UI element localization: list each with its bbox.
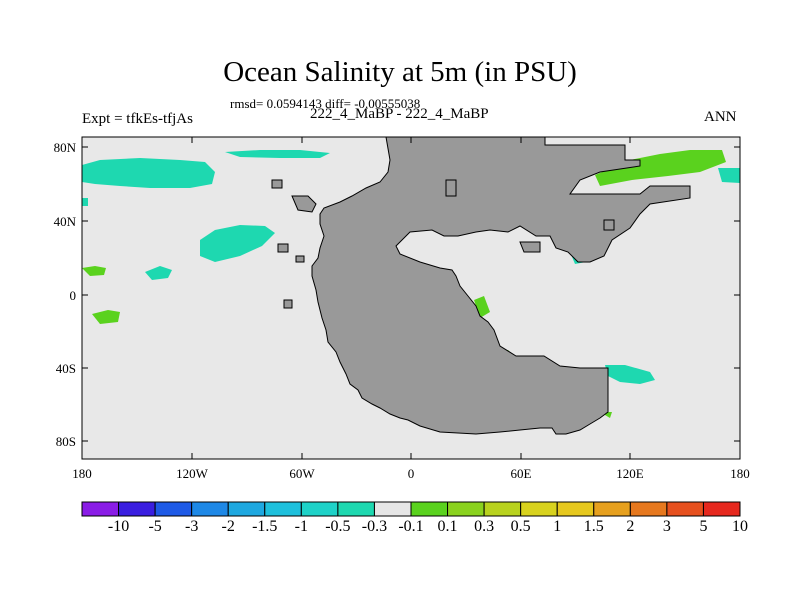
lat-label-0: 0 bbox=[69, 288, 77, 303]
colorbar-label: 0.5 bbox=[510, 518, 531, 535]
colorbar bbox=[81, 501, 741, 517]
lat-label-40s: 40S bbox=[55, 361, 76, 376]
season-label: ANN bbox=[704, 109, 737, 125]
colorbar-label: -0.3 bbox=[361, 518, 388, 535]
patch-west-pacific-islet bbox=[82, 198, 88, 206]
patch-mid-pacific bbox=[200, 225, 275, 262]
colorbar-label: 10 bbox=[732, 518, 748, 535]
experiment-label: Expt = tfkEs-tfjAs bbox=[82, 111, 193, 127]
colorbar-label: -2 bbox=[221, 518, 235, 535]
colorbar-label: 1.5 bbox=[583, 518, 604, 535]
colorbar-box bbox=[483, 501, 522, 517]
colorbar-label: -10 bbox=[107, 518, 130, 535]
lon-label-180-right: 180 bbox=[730, 466, 750, 481]
colorbar-label: 3 bbox=[662, 518, 671, 535]
lon-label-0: 0 bbox=[407, 466, 415, 481]
colorbar-box bbox=[337, 501, 375, 517]
colorbar-label: 5 bbox=[699, 518, 708, 535]
plot-subtitle: rmsd= 0.0594143 diff= -0.00555038 bbox=[230, 96, 421, 111]
colorbar-label: 2 bbox=[626, 518, 635, 535]
patch-north-atlantic-green bbox=[595, 150, 726, 186]
colorbar-box bbox=[702, 501, 741, 517]
colorbar-box bbox=[629, 501, 668, 517]
lat-label-80n: 80N bbox=[53, 140, 76, 155]
colorbar-box bbox=[556, 501, 595, 517]
land-masses bbox=[271, 136, 691, 435]
lon-label-180-left: 180 bbox=[72, 466, 92, 481]
patch-arctic-strip bbox=[225, 150, 330, 158]
patch-north-atlantic bbox=[718, 168, 740, 183]
colorbar-box bbox=[666, 501, 704, 517]
land-coast-islet-1 bbox=[277, 243, 289, 253]
patch-east-equatorial bbox=[474, 296, 490, 318]
land-greenland-strip bbox=[445, 179, 457, 197]
colorbar-label: 0.1 bbox=[437, 518, 458, 535]
colorbar-label: -5 bbox=[148, 518, 162, 535]
patch-north-pacific bbox=[82, 158, 215, 188]
colorbar-label: -0.5 bbox=[325, 518, 351, 535]
colorbar-box bbox=[227, 501, 266, 517]
colorbar-box bbox=[520, 501, 558, 517]
colorbar-label: -1.5 bbox=[252, 518, 278, 535]
land-nw-islands bbox=[271, 179, 283, 189]
lon-label-60e: 60E bbox=[510, 466, 532, 481]
lon-label-60w: 60W bbox=[289, 466, 315, 481]
lat-label-80s: 80S bbox=[55, 434, 76, 449]
land-coast-islet-3 bbox=[283, 299, 293, 309]
colorbar-box bbox=[154, 501, 193, 517]
colorbar-box bbox=[373, 501, 412, 517]
colorbar-box bbox=[300, 501, 339, 517]
land-main-continent bbox=[311, 136, 691, 435]
colorbar-box bbox=[191, 501, 229, 517]
patch-tropical-green bbox=[92, 310, 120, 324]
case-label: 222_4_MaBP - 222_4_MaBP bbox=[310, 106, 489, 122]
patch-tropical-pacific bbox=[145, 266, 172, 280]
lat-label-40n: 40N bbox=[53, 214, 76, 229]
colorbar-box bbox=[593, 501, 631, 517]
map-ticks bbox=[82, 137, 740, 459]
lon-label-120w: 120W bbox=[176, 466, 208, 481]
land-coast-islet-2 bbox=[295, 255, 305, 263]
land-east-small bbox=[603, 219, 615, 231]
colorbar-box bbox=[410, 501, 449, 517]
colorbar-box bbox=[264, 501, 302, 517]
land-nw-archipelago bbox=[291, 195, 317, 213]
colorbar-box bbox=[81, 501, 120, 517]
colorbar-box bbox=[118, 501, 156, 517]
patch-pacific-small bbox=[82, 266, 106, 276]
plot-title: Ocean Salinity at 5m (in PSU) bbox=[223, 56, 577, 88]
lon-label-120e: 120E bbox=[616, 466, 644, 481]
land-east-peninsula bbox=[519, 241, 541, 253]
colorbar-box bbox=[447, 501, 485, 517]
colorbar-label: 0.3 bbox=[474, 518, 495, 535]
colorbar-label: -1 bbox=[294, 518, 308, 535]
patch-south-indian bbox=[605, 365, 655, 384]
colorbar-label: -0.1 bbox=[398, 518, 424, 535]
colorbar-label: -3 bbox=[184, 518, 199, 535]
colorbar-label: 1 bbox=[553, 518, 562, 535]
